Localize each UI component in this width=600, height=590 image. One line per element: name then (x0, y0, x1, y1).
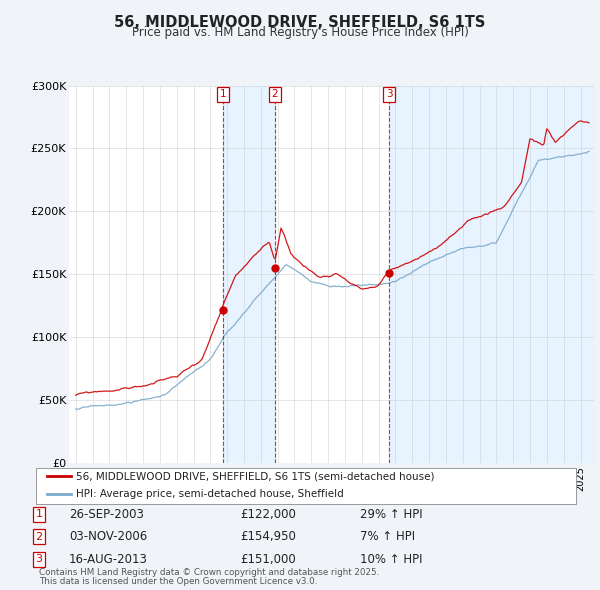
Text: 03-NOV-2006: 03-NOV-2006 (69, 530, 147, 543)
Text: 56, MIDDLEWOOD DRIVE, SHEFFIELD, S6 1TS (semi-detached house): 56, MIDDLEWOOD DRIVE, SHEFFIELD, S6 1TS … (77, 471, 435, 481)
Text: £122,000: £122,000 (240, 508, 296, 521)
Text: 1: 1 (220, 89, 226, 99)
Text: 56, MIDDLEWOOD DRIVE, SHEFFIELD, S6 1TS: 56, MIDDLEWOOD DRIVE, SHEFFIELD, S6 1TS (115, 15, 485, 30)
Text: 2: 2 (35, 532, 43, 542)
Text: 3: 3 (35, 555, 43, 564)
Text: 16-AUG-2013: 16-AUG-2013 (69, 553, 148, 566)
Text: £151,000: £151,000 (240, 553, 296, 566)
Text: 3: 3 (386, 89, 392, 99)
Text: This data is licensed under the Open Government Licence v3.0.: This data is licensed under the Open Gov… (39, 578, 317, 586)
Text: 29% ↑ HPI: 29% ↑ HPI (360, 508, 422, 521)
Text: Contains HM Land Registry data © Crown copyright and database right 2025.: Contains HM Land Registry data © Crown c… (39, 568, 379, 577)
Text: 7% ↑ HPI: 7% ↑ HPI (360, 530, 415, 543)
Text: 26-SEP-2003: 26-SEP-2003 (69, 508, 144, 521)
Bar (389, 86, 598, 463)
Text: £154,950: £154,950 (240, 530, 296, 543)
Text: 1: 1 (35, 510, 43, 519)
Bar (223, 86, 275, 463)
Text: Price paid vs. HM Land Registry's House Price Index (HPI): Price paid vs. HM Land Registry's House … (131, 26, 469, 39)
Text: 2: 2 (272, 89, 278, 99)
Text: 10% ↑ HPI: 10% ↑ HPI (360, 553, 422, 566)
Text: HPI: Average price, semi-detached house, Sheffield: HPI: Average price, semi-detached house,… (77, 489, 344, 499)
